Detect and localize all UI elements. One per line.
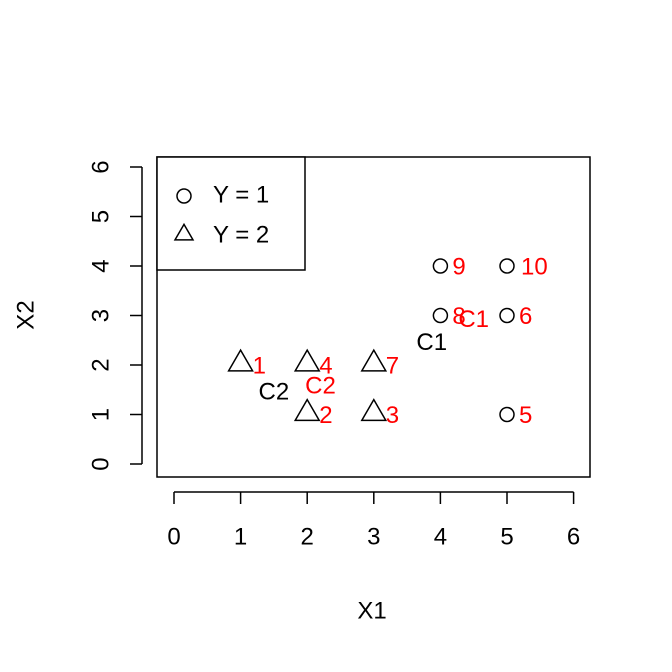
- centroid-label: C1: [416, 329, 447, 356]
- point-circle: [499, 307, 515, 324]
- y-tick-label: 2: [87, 358, 114, 371]
- point-label: 8: [452, 303, 465, 330]
- point-triangle: [360, 398, 388, 422]
- x-tick-label: 6: [567, 523, 580, 550]
- y-tick-label: 1: [87, 408, 114, 421]
- centroid-label: C1: [458, 306, 489, 333]
- point-triangle: [293, 348, 321, 372]
- point-label: 7: [386, 352, 399, 379]
- y-tick-label: 5: [87, 210, 114, 223]
- y-axis-label: X2: [12, 300, 39, 329]
- y-tick-label: 3: [87, 309, 114, 322]
- x-tick-label: 4: [434, 523, 447, 550]
- point-label: 6: [519, 303, 532, 330]
- x-tick-label: 0: [167, 523, 180, 550]
- legend-box: [156, 156, 306, 271]
- centroid-label: C2: [259, 379, 290, 406]
- legend-label: Y = 2: [213, 221, 269, 248]
- point-label: 2: [319, 402, 332, 429]
- point-circle: [499, 258, 515, 274]
- y-tick-label: 0: [87, 457, 114, 470]
- point-label: 5: [519, 402, 532, 429]
- legend-triangle-icon: [173, 222, 195, 241]
- point-label: 4: [319, 352, 332, 379]
- x-axis-label: X1: [357, 597, 386, 624]
- point-triangle: [227, 348, 254, 372]
- x-tick-label: 3: [367, 523, 380, 550]
- point-label: 10: [521, 253, 548, 280]
- legend-circle-icon: [176, 188, 192, 204]
- point-circle: [499, 406, 515, 423]
- point-label: 3: [386, 402, 399, 429]
- point-circle: [432, 258, 449, 274]
- point-circle: [432, 307, 449, 324]
- legend-label: Y = 1: [213, 181, 269, 208]
- y-tick-label: 4: [87, 259, 114, 272]
- plot-frame: [156, 156, 591, 478]
- point-label: 9: [452, 253, 465, 280]
- x-tick-label: 1: [234, 523, 247, 550]
- x-tick-label: 5: [500, 523, 513, 550]
- centroid-label: C2: [305, 373, 336, 400]
- point-label: 1: [253, 352, 266, 379]
- point-triangle: [360, 348, 388, 372]
- point-triangle: [293, 398, 321, 422]
- y-tick-label: 6: [87, 160, 114, 173]
- x-tick-label: 2: [301, 523, 314, 550]
